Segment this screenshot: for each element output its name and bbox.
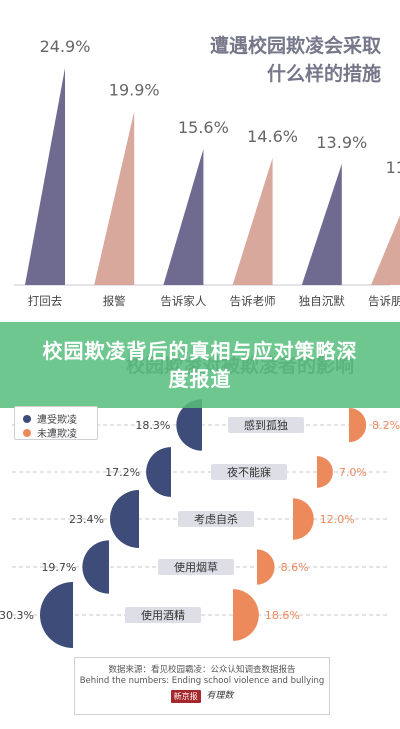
value-label-bullied: 30.3% [0,609,34,622]
category-pill [158,559,234,575]
chart-title-line: 什么样的措施 [267,62,381,85]
category-pill [228,417,304,433]
brand-logo: 新京报 有理数 [170,690,234,703]
legend-label-bullied: 遭受欺凌 [37,415,77,426]
triangle-bar [25,68,65,285]
chart-title-line: 遭遇校园欺凌会采取 [210,34,381,57]
half-circle-not-bullied [317,456,333,488]
triangle-bar [232,157,273,285]
bar-value-label: 15.6% [178,118,229,137]
triangle-bar [371,215,400,285]
triangle-bar [301,163,342,285]
legend: 遭受欺凌 未遭欺凌 [14,406,98,440]
value-label-bullied: 17.2% [105,466,140,479]
bar-value-label: 11.0% [386,158,400,177]
half-circle-not-bullied [293,498,314,540]
legend-swatch-not-bullied [23,428,31,437]
legend-item-bullied: 遭受欺凌 [23,411,77,426]
source-line-cn: 数据来源：看见校园霸凌：公众认知调查数据报告 [108,665,296,675]
triangle-bar [94,111,135,285]
category-label: 夜不能寐 [227,465,271,479]
category-label: 告诉朋友 [368,294,400,308]
legend-label-not-bullied: 未遭欺凌 [37,429,77,440]
legend-item-not-bullied: 未遭欺凌 [23,425,77,440]
source-box: 数据来源：看见校园霸凌：公众认知调查数据报告 Behind the number… [74,657,330,715]
value-label-not-bullied: 7.0% [339,466,367,479]
brand-mark: 有理数 [206,691,234,701]
brand-badge: 新京报 [170,690,201,703]
category-label: 考虑自杀 [194,512,238,526]
value-label-not-bullied: 12.0% [320,513,355,526]
category-label: 使用烟草 [174,560,218,574]
category-label: 告诉老师 [230,294,276,308]
category-label: 报警 [103,294,126,308]
half-circle-bullied [109,489,139,549]
half-circle-bullied [40,582,73,648]
category-label: 独自沉默 [299,294,345,308]
category-pill [211,464,287,480]
headline-banner: 校园欺凌背后的真相与应对策略深度报道 [0,322,400,408]
category-label: 使用酒精 [141,609,185,622]
category-label: 告诉家人 [160,294,206,308]
value-label-not-bullied: 18.6% [265,609,300,622]
half-circle-not-bullied [257,549,275,585]
category-label: 感到孤独 [244,419,288,432]
legend-swatch-bullied [23,414,31,423]
half-circle-not-bullied [233,589,259,641]
value-label-not-bullied: 8.6% [281,561,309,574]
bar-value-label: 13.9% [316,133,367,152]
value-label-bullied: 18.3% [135,419,170,432]
source-line-en: Behind the numbers: Ending school violen… [79,676,325,686]
bar-value-label: 14.6% [247,127,298,146]
half-circle-bullied [176,399,202,451]
value-label-bullied: 23.4% [69,513,104,526]
half-circle-bullied [82,540,109,594]
bar-value-label: 24.9% [40,37,91,56]
category-label: 打回去 [28,294,63,308]
headline-title: 校园欺凌背后的真相与应对策略深度报道 [42,339,358,391]
value-label-not-bullied: 8.2% [372,419,400,432]
category-pill [178,511,254,527]
half-circle-not-bullied [349,407,367,443]
category-pill [125,607,201,623]
half-circle-bullied [146,447,171,497]
bar-value-label: 19.9% [109,81,160,100]
value-label-bullied: 19.7% [41,561,76,574]
triangle-bar [163,149,204,285]
